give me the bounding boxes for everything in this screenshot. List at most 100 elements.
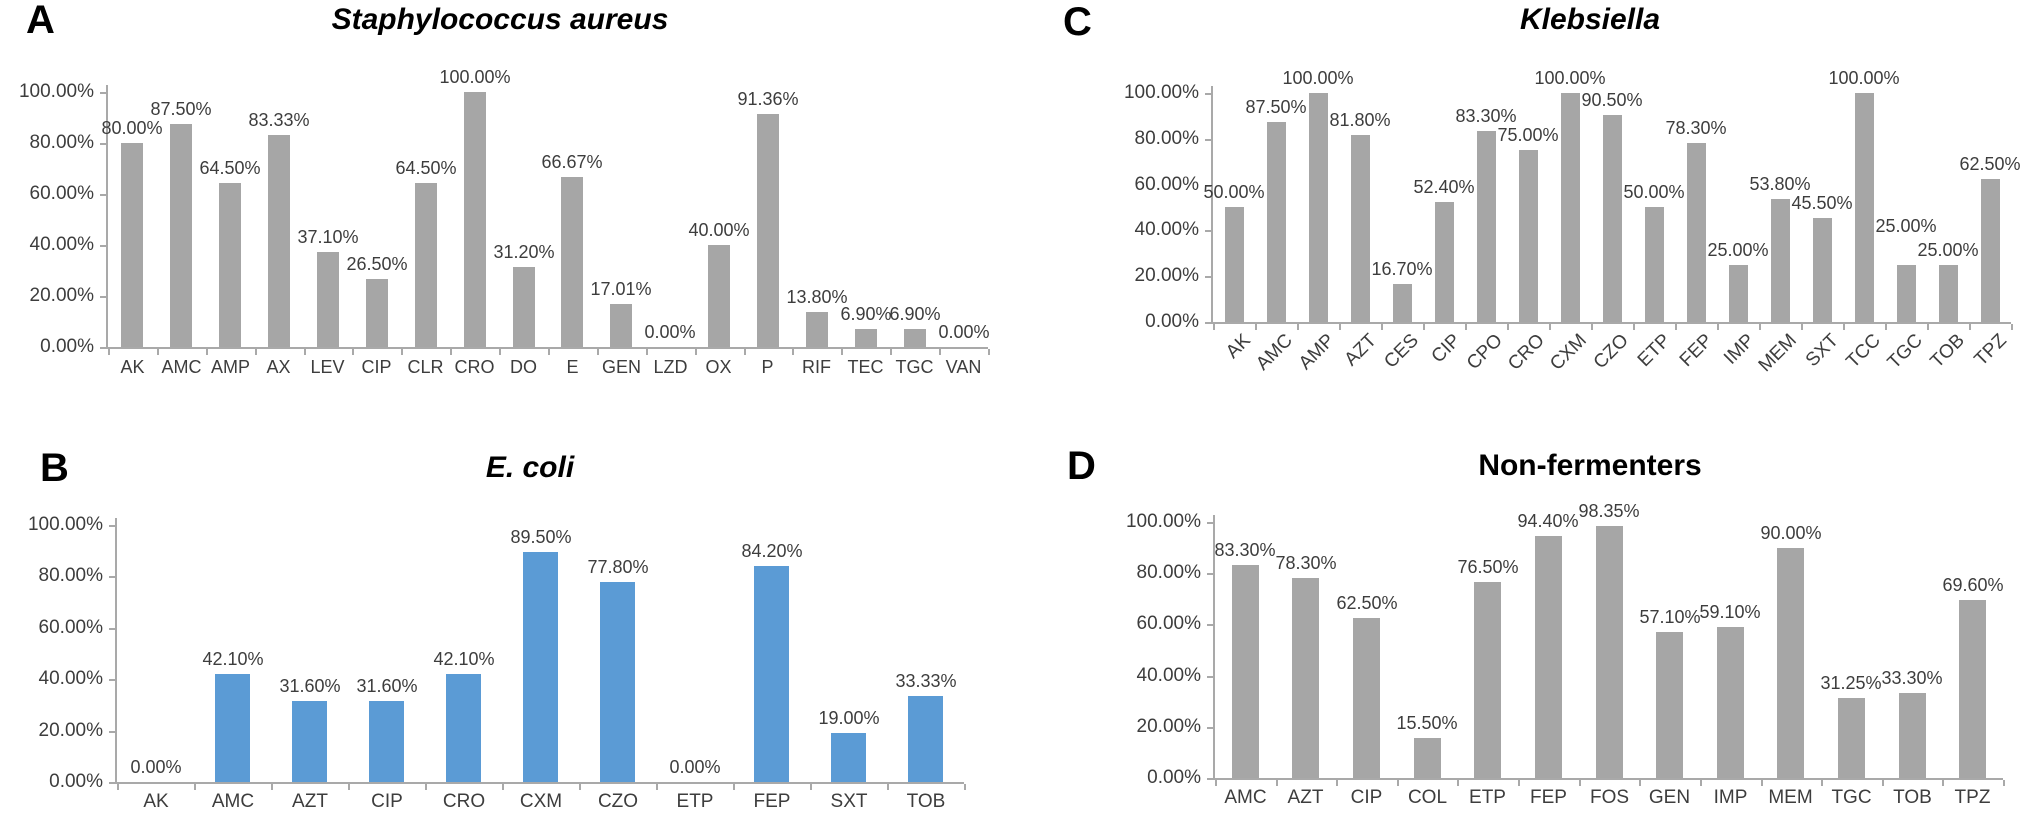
x-tick-mark <box>810 784 812 790</box>
bar <box>1771 199 1790 322</box>
y-tick-label: 20.00% <box>1136 716 1201 737</box>
x-tick-mark <box>548 349 550 355</box>
x-tick-label: TEC <box>847 357 884 377</box>
bar-value-label: 80.00% <box>101 118 163 138</box>
bar <box>1645 207 1664 322</box>
y-tick-mark <box>1205 230 1211 232</box>
x-tick-label: TGC <box>1831 787 1872 808</box>
x-tick-mark <box>1801 324 1803 330</box>
y-tick-label: 20.00% <box>29 285 94 306</box>
x-tick-label: CZO <box>597 791 639 812</box>
y-tick-mark <box>100 245 106 247</box>
y-tick-mark <box>1205 276 1211 278</box>
bar-value-label: 25.00% <box>1875 216 1937 236</box>
x-tick-label: P <box>761 357 774 377</box>
y-tick-mark <box>1207 778 1213 780</box>
bar <box>1292 578 1319 778</box>
x-tick-label: AMC <box>1224 787 1267 808</box>
bar-value-label: 45.50% <box>1791 193 1853 213</box>
y-tick-mark <box>1205 93 1211 95</box>
y-tick-mark <box>109 628 115 630</box>
x-tick-mark <box>890 349 892 355</box>
x-tick-mark <box>744 349 746 355</box>
x-tick-label: CIP <box>371 791 403 812</box>
x-tick-mark <box>1457 780 1459 786</box>
panel-title: Staphylococcus aureus <box>331 3 669 36</box>
y-tick-label: 60.00% <box>38 617 103 638</box>
bar-value-label: 66.67% <box>541 152 603 172</box>
panel-title: E. coli <box>485 451 575 484</box>
bar-value-label: 16.70% <box>1371 259 1433 279</box>
x-tick-mark <box>656 784 658 790</box>
bar-value-label: 25.00% <box>1707 240 1769 260</box>
bar <box>1717 627 1744 778</box>
bar <box>1474 582 1501 778</box>
bar <box>523 552 558 782</box>
x-tick-label: AK <box>120 357 145 377</box>
x-tick-mark <box>2003 780 2005 786</box>
x-tick-mark <box>1761 780 1763 786</box>
x-tick-mark <box>502 784 504 790</box>
x-tick-mark <box>271 784 273 790</box>
panel-title: Non-fermenters <box>1478 449 1702 482</box>
bar-value-label: 91.36% <box>737 89 799 109</box>
bar-value-label: 100.00% <box>1828 68 1900 88</box>
bar <box>215 674 250 782</box>
bar-value-label: 37.10% <box>297 227 359 247</box>
bar <box>268 135 290 347</box>
bar-value-label: 17.01% <box>590 279 652 299</box>
y-tick-label: 0.00% <box>1147 767 1201 788</box>
bar <box>1777 548 1804 778</box>
bar-value-label: 90.50% <box>1581 90 1643 110</box>
y-tick-label: 80.00% <box>1134 128 1199 149</box>
x-tick-label: GEN <box>601 357 641 377</box>
x-tick-mark <box>255 349 257 355</box>
y-tick-mark <box>100 194 106 196</box>
y-tick-mark <box>1207 573 1213 575</box>
panel-letter: C <box>1063 0 1092 44</box>
x-tick-mark <box>157 349 159 355</box>
x-tick-mark <box>1969 324 1971 330</box>
bar-value-label: 0.00% <box>938 322 990 342</box>
x-tick-mark <box>1591 324 1593 330</box>
x-tick-mark <box>194 784 196 790</box>
bar-value-label: 64.50% <box>395 158 457 178</box>
bar <box>1393 284 1412 322</box>
x-tick-mark <box>304 349 306 355</box>
y-axis-line <box>106 85 108 347</box>
x-tick-mark <box>2011 324 2013 330</box>
bar-value-label: 64.50% <box>199 158 261 178</box>
bar <box>292 701 327 782</box>
bar <box>1351 135 1370 322</box>
x-tick-label: E <box>566 357 579 377</box>
y-tick-mark <box>109 679 115 681</box>
bar <box>610 304 632 347</box>
bar <box>561 177 583 347</box>
x-tick-label: LEV <box>310 357 345 377</box>
x-tick-mark <box>1397 780 1399 786</box>
bar-value-label: 42.10% <box>433 649 495 669</box>
bar-value-label: 19.00% <box>818 708 880 728</box>
y-tick-mark <box>100 143 106 145</box>
bar-value-label: 40.00% <box>688 220 750 240</box>
bar <box>1687 143 1706 322</box>
y-tick-mark <box>109 525 115 527</box>
panel-d: D Non-fermenters 100.00% 80.00% 60.00% 40.0… <box>1015 390 2031 824</box>
y-tick-label: 80.00% <box>1136 562 1201 583</box>
bar-value-label: 31.60% <box>356 676 418 696</box>
bar <box>1855 93 1874 322</box>
x-tick-label: CIP <box>361 357 392 377</box>
y-tick-mark <box>100 347 106 349</box>
x-tick-label: MEM <box>1768 787 1813 808</box>
x-tick-mark <box>1336 780 1338 786</box>
x-tick-label: CRO <box>442 791 486 812</box>
bar-value-label: 52.40% <box>1413 177 1475 197</box>
bar-value-label: 90.00% <box>1760 523 1822 543</box>
x-tick-mark <box>1276 780 1278 786</box>
y-tick-label: 60.00% <box>1136 613 1201 634</box>
x-tick-mark <box>1549 324 1551 330</box>
bar-value-label: 0.00% <box>130 757 182 777</box>
x-tick-label: AMC <box>161 357 202 377</box>
bar-value-label: 6.90% <box>889 304 941 324</box>
